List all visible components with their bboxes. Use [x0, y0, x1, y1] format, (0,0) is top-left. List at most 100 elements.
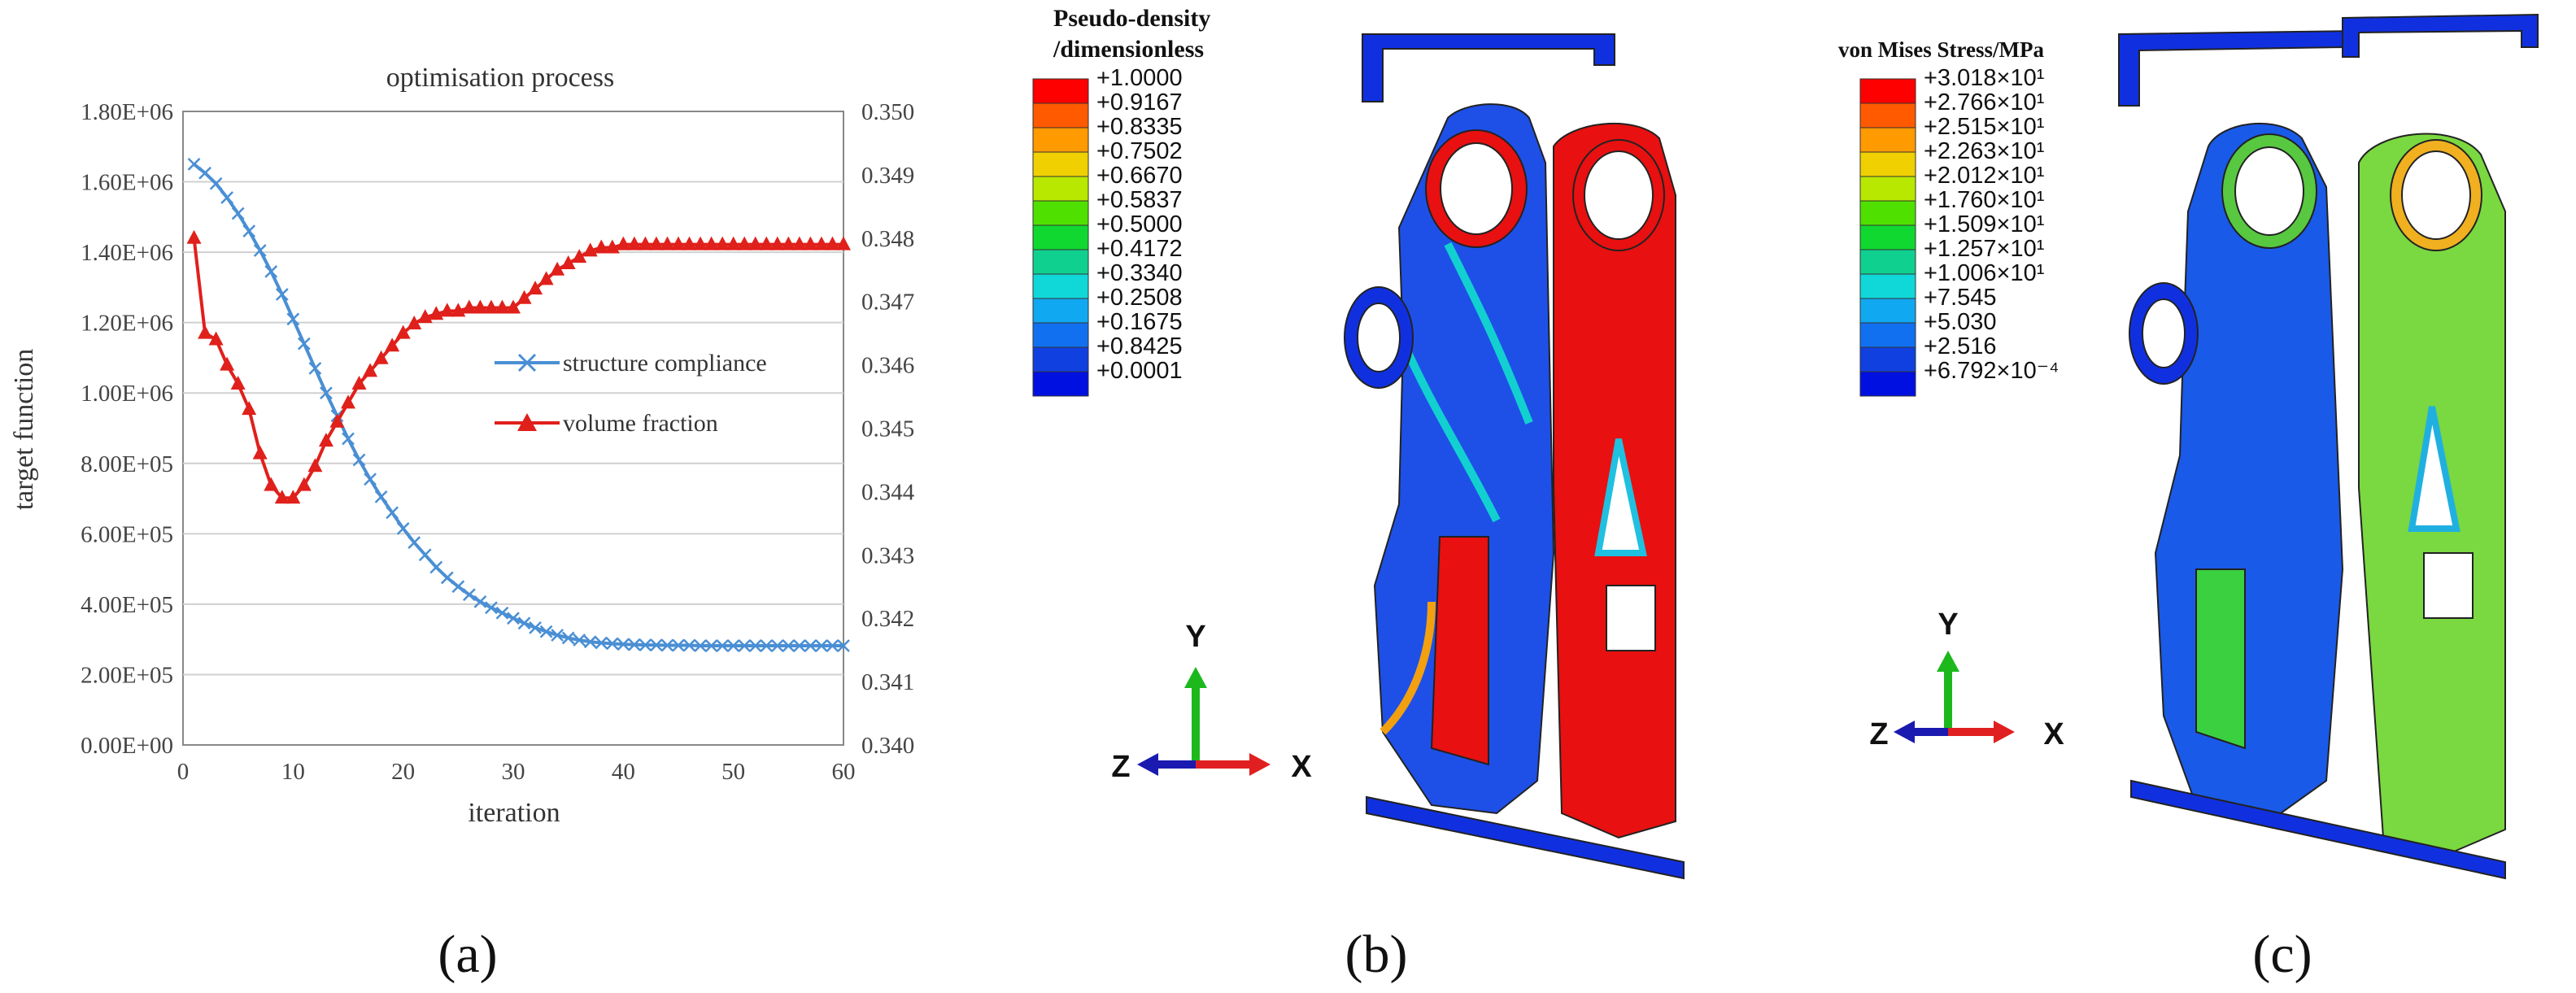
data-point-volume — [737, 236, 752, 250]
data-point-volume — [572, 249, 587, 263]
triad-label-x: X — [1291, 750, 1312, 784]
data-point-compliance — [650, 638, 663, 651]
colorbar-b-swatch — [1032, 273, 1089, 299]
data-point-compliance — [374, 490, 388, 503]
colorbar-b-label: +0.7502 — [1096, 138, 1183, 164]
colorbar-b-swatch — [1032, 322, 1089, 348]
data-point-volume — [704, 236, 719, 250]
colorbar-b-label: +0.6670 — [1096, 163, 1183, 189]
colorbar-c-swatch — [1859, 127, 1916, 153]
data-point-volume — [473, 299, 488, 314]
data-point-volume — [407, 315, 422, 329]
data-point-volume — [417, 309, 433, 324]
axis-triad-b: Y X Z — [1111, 620, 1312, 784]
data-point-compliance — [694, 639, 707, 652]
data-point-compliance — [264, 265, 278, 278]
data-point-compliance — [473, 594, 487, 608]
colorbar-b-label: +0.9167 — [1096, 89, 1183, 115]
data-point-volume — [769, 236, 785, 250]
legend-label-compliance: structure compliance — [563, 350, 767, 377]
data-point-compliance — [617, 638, 630, 651]
panel-label-b: (b) — [1345, 925, 1408, 984]
y-tick-label: 8.00E+05 — [81, 451, 173, 477]
colorbar-b-swatch — [1032, 78, 1089, 104]
y2-tick-label: 0.343 — [861, 542, 914, 568]
colorbar-b-label: +0.3340 — [1096, 260, 1183, 286]
triad-label-z-c: Z — [1869, 717, 1888, 751]
data-point-compliance — [352, 453, 366, 467]
top-bracket-c1 — [2118, 29, 2360, 107]
data-point-compliance — [627, 638, 641, 651]
x-axis-label: iteration — [468, 798, 560, 828]
y-tick-label: 2.00E+05 — [81, 662, 173, 688]
data-point-volume — [483, 299, 499, 314]
data-point-compliance — [297, 337, 311, 351]
x-tick-label: 10 — [281, 759, 305, 785]
top-bracket-c2 — [2342, 13, 2539, 58]
y2-tick-label: 0.345 — [861, 416, 914, 442]
series-line-compliance — [193, 163, 843, 647]
x-tick-label: 50 — [721, 759, 745, 785]
colorbar-b-swatch — [1032, 346, 1089, 372]
data-point-volume — [517, 290, 532, 304]
colorbar-c-label: +1.509×10¹ — [1924, 211, 2045, 237]
colorbar-b-label: +0.4172 — [1096, 236, 1183, 262]
data-point-volume — [506, 299, 521, 314]
colorbar-c-swatch — [1859, 298, 1916, 324]
data-point-volume — [550, 261, 565, 276]
y-tick-label: 1.60E+06 — [81, 170, 173, 196]
data-point-compliance — [275, 288, 289, 301]
data-point-compliance — [187, 158, 201, 171]
data-point-compliance — [286, 312, 300, 326]
data-point-volume — [363, 363, 378, 377]
colorbar-b-swatch — [1032, 224, 1089, 250]
data-point-compliance — [716, 639, 730, 652]
data-point-volume — [186, 229, 202, 244]
data-point-volume — [693, 236, 708, 250]
data-point-volume — [648, 236, 664, 250]
data-point-volume — [198, 324, 213, 339]
data-point-volume — [791, 236, 807, 250]
colorbar-b-swatch — [1032, 249, 1089, 275]
panel-c-stress: von Mises Stress/MPa +3.018×10¹+2.766×10… — [1838, 13, 2539, 984]
colorbar-b-label: +0.2508 — [1096, 285, 1183, 311]
data-point-compliance — [595, 636, 608, 650]
triad-label-z: Z — [1111, 750, 1130, 784]
chart-title: optimisation process — [386, 63, 614, 93]
colorbar-c-swatch — [1859, 200, 1916, 226]
data-point-volume — [813, 236, 829, 250]
colorbar-c-label: +1.760×10¹ — [1924, 187, 2045, 213]
y2-tick-label: 0.342 — [861, 606, 914, 632]
data-point-compliance — [342, 432, 355, 446]
x-tick-label: 60 — [832, 759, 856, 785]
colorbar-b-swatch — [1032, 127, 1089, 153]
panel-a-chart: optimisation process 0.00E+00 2.00E+05 4.0… — [9, 63, 915, 984]
colorbar-c: +3.018×10¹+2.766×10¹+2.515×10¹+2.263×10¹… — [1859, 65, 2059, 397]
data-point-compliance — [242, 224, 256, 238]
data-point-compliance — [462, 588, 476, 602]
data-point-volume — [759, 236, 774, 250]
x-tick-label: 30 — [502, 759, 525, 785]
colorbar-c-label: +2.515×10¹ — [1924, 114, 2045, 140]
data-point-compliance — [386, 506, 399, 520]
data-point-volume — [341, 394, 355, 409]
colorbar-b-swatch — [1032, 371, 1089, 397]
data-point-compliance — [495, 606, 509, 620]
y-tick-label: 1.20E+06 — [81, 311, 173, 337]
bottom-bracket-b — [1366, 795, 1685, 880]
colorbar-c-swatch — [1859, 176, 1916, 202]
colorbar-c-swatch — [1859, 249, 1916, 275]
data-point-compliance — [792, 639, 806, 652]
data-point-compliance — [408, 536, 421, 550]
data-point-volume — [296, 477, 312, 491]
colorbar-c-swatch — [1859, 371, 1916, 397]
data-point-compliance — [253, 244, 267, 257]
y2-tick-label: 0.341 — [861, 669, 914, 695]
y-axis-label: target function — [9, 349, 39, 511]
data-point-compliance — [748, 639, 762, 652]
data-point-volume — [748, 236, 763, 250]
y2-tick-label: 0.344 — [861, 479, 915, 505]
data-point-volume — [528, 281, 543, 295]
data-point-volume — [274, 490, 290, 504]
colorbar-c-title: von Mises Stress/MPa — [1838, 37, 2044, 62]
